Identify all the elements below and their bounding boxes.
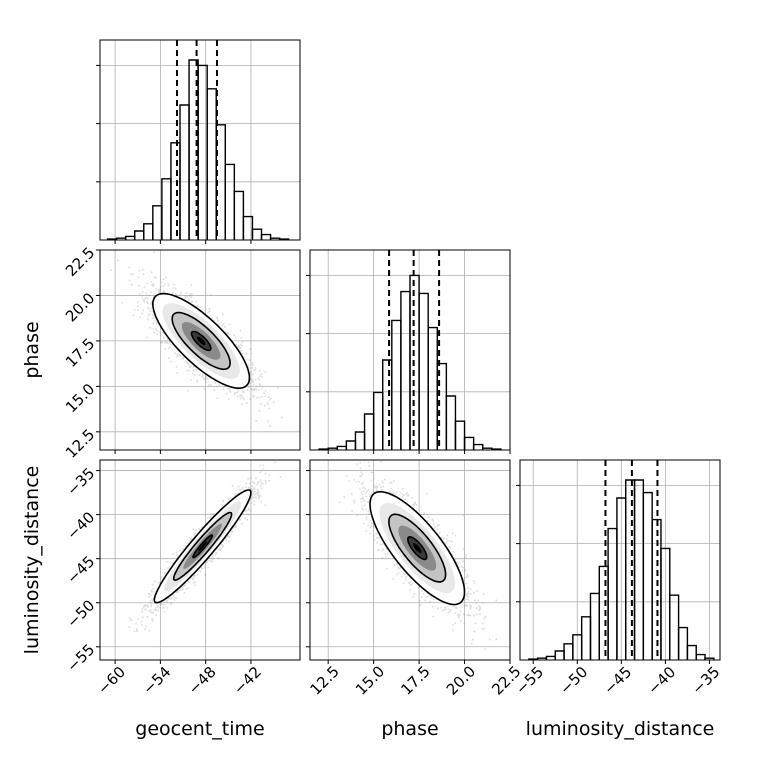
x-tick-label: 15.0 — [352, 662, 388, 698]
x-tick-label: −45 — [600, 663, 635, 698]
x-tick-label: −60 — [94, 663, 129, 698]
contour-line — [406, 535, 428, 561]
density-peak — [413, 543, 422, 554]
panel-frame — [99, 249, 301, 451]
panel-background — [520, 460, 720, 660]
histogram-bin — [463, 436, 475, 450]
panel-frame — [309, 249, 511, 451]
density-peak — [196, 336, 206, 346]
panel-frame — [99, 39, 301, 241]
histogram-panel-luminosity-distance: −55 −50 −45 −40 −35 — [512, 459, 723, 698]
x-axis-label-geocent-time: geocent_time — [135, 718, 264, 740]
joint-panel-geocent-time-phase: 12.5 15.0 17.5 20.0 22.5 — [62, 244, 301, 462]
panel-content — [100, 250, 300, 450]
x-axis-label-phase: phase — [381, 718, 438, 740]
x-axis-label-luminosity-distance: luminosity_distance — [526, 718, 715, 740]
y-axis-label-phase: phase — [21, 321, 43, 378]
joint-panel-phase-luminosity-distance: 12.5 15.0 17.5 20.0 22.5 — [306, 459, 525, 699]
histogram-bin — [454, 420, 466, 450]
joint-panel-geocent-time-luminosity-distance: −60 −54 −48 −42 −55 −50 −45 −40 −35 — [63, 459, 301, 698]
y-tick-label: 20.0 — [62, 289, 98, 325]
contour-line — [153, 489, 252, 604]
x-tick-label: −54 — [139, 663, 174, 698]
histogram-panel-phase — [306, 249, 511, 454]
panel-content — [100, 460, 300, 660]
panel-background — [100, 40, 300, 240]
x-tick-label: −35 — [688, 663, 723, 698]
y-axis-label-luminosity-distance: luminosity_distance — [21, 466, 43, 655]
x-tick-label: 20.0 — [443, 662, 479, 698]
histogram-bin — [233, 190, 245, 240]
x-tick-label: 17.5 — [397, 662, 433, 698]
histogram-bin — [695, 653, 706, 660]
y-tick-label: −45 — [63, 552, 98, 587]
y-tick-label: −35 — [63, 464, 98, 499]
panel-frame — [309, 459, 511, 661]
contour-line — [192, 534, 214, 559]
panel-frame — [519, 459, 721, 661]
x-tick-label: −40 — [644, 663, 679, 698]
x-tick-label: −42 — [230, 663, 265, 698]
histogram-panel-geocent-time — [96, 39, 301, 244]
labels-layer: geocent_time phase luminosity_distance p… — [21, 321, 714, 740]
y-tick-label: −50 — [63, 596, 98, 631]
histogram-bin — [242, 215, 254, 240]
contour-line — [171, 311, 231, 371]
histogram-bin — [686, 644, 697, 660]
x-tick-label: −50 — [556, 663, 591, 698]
histogram-bin — [472, 443, 484, 450]
contour-line — [388, 513, 447, 583]
contour-line — [190, 330, 212, 352]
histogram-bin — [704, 657, 715, 660]
y-tick-label: 17.5 — [62, 335, 98, 371]
contour-line — [369, 490, 466, 606]
histogram-bin — [677, 626, 689, 660]
density-peak — [198, 541, 207, 552]
histogram-bin — [260, 233, 272, 240]
y-tick-label: 15.0 — [62, 380, 98, 416]
panel-content — [310, 460, 510, 660]
x-tick-label: 12.5 — [306, 662, 342, 698]
x-tick-label: −48 — [185, 663, 220, 698]
y-tick-label: 12.5 — [62, 425, 98, 461]
scatter-points — [338, 460, 497, 651]
y-tick-label: −55 — [63, 640, 98, 675]
y-tick-label: 22.5 — [62, 244, 98, 280]
contour-line — [151, 292, 251, 390]
panel-frame — [99, 459, 301, 661]
y-tick-label: −40 — [63, 508, 98, 543]
contour-line — [172, 511, 233, 582]
